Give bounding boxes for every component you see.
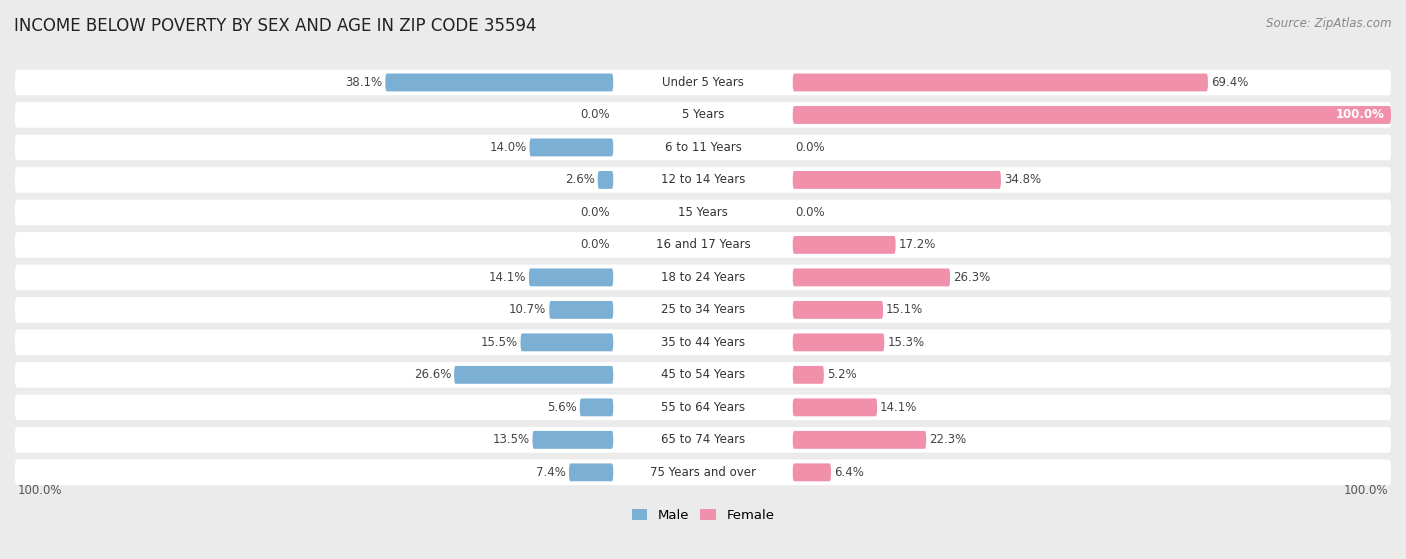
Text: 13.5%: 13.5% — [492, 433, 530, 446]
Text: INCOME BELOW POVERTY BY SEX AND AGE IN ZIP CODE 35594: INCOME BELOW POVERTY BY SEX AND AGE IN Z… — [14, 17, 537, 35]
Text: 38.1%: 38.1% — [346, 76, 382, 89]
Text: 5 Years: 5 Years — [682, 108, 724, 121]
Text: 26.3%: 26.3% — [953, 271, 990, 284]
Text: 16 and 17 Years: 16 and 17 Years — [655, 239, 751, 252]
FancyBboxPatch shape — [15, 395, 1391, 420]
Text: 26.6%: 26.6% — [413, 368, 451, 381]
Text: 100.0%: 100.0% — [18, 484, 62, 497]
Text: 7.4%: 7.4% — [536, 466, 567, 479]
FancyBboxPatch shape — [15, 427, 1391, 453]
FancyBboxPatch shape — [793, 74, 1208, 92]
FancyBboxPatch shape — [15, 167, 1391, 193]
Text: 55 to 64 Years: 55 to 64 Years — [661, 401, 745, 414]
FancyBboxPatch shape — [533, 431, 613, 449]
FancyBboxPatch shape — [569, 463, 613, 481]
FancyBboxPatch shape — [454, 366, 613, 384]
Text: 0.0%: 0.0% — [796, 206, 825, 219]
Text: Under 5 Years: Under 5 Years — [662, 76, 744, 89]
FancyBboxPatch shape — [793, 106, 1391, 124]
FancyBboxPatch shape — [793, 301, 883, 319]
Text: 14.0%: 14.0% — [489, 141, 526, 154]
Text: 25 to 34 Years: 25 to 34 Years — [661, 304, 745, 316]
Text: 17.2%: 17.2% — [898, 239, 936, 252]
Text: 0.0%: 0.0% — [581, 206, 610, 219]
FancyBboxPatch shape — [579, 399, 613, 416]
Text: 15.5%: 15.5% — [481, 336, 517, 349]
Text: 12 to 14 Years: 12 to 14 Years — [661, 173, 745, 187]
FancyBboxPatch shape — [550, 301, 613, 319]
Text: 6.4%: 6.4% — [834, 466, 863, 479]
FancyBboxPatch shape — [793, 236, 896, 254]
FancyBboxPatch shape — [385, 74, 613, 92]
Text: 100.0%: 100.0% — [1336, 108, 1385, 121]
FancyBboxPatch shape — [793, 366, 824, 384]
FancyBboxPatch shape — [793, 334, 884, 351]
Text: 75 Years and over: 75 Years and over — [650, 466, 756, 479]
FancyBboxPatch shape — [15, 232, 1391, 258]
FancyBboxPatch shape — [15, 70, 1391, 95]
FancyBboxPatch shape — [793, 399, 877, 416]
Text: 65 to 74 Years: 65 to 74 Years — [661, 433, 745, 446]
Text: 0.0%: 0.0% — [581, 108, 610, 121]
FancyBboxPatch shape — [529, 268, 613, 286]
Text: 18 to 24 Years: 18 to 24 Years — [661, 271, 745, 284]
Text: 69.4%: 69.4% — [1211, 76, 1249, 89]
FancyBboxPatch shape — [15, 264, 1391, 290]
Text: 15.1%: 15.1% — [886, 304, 924, 316]
FancyBboxPatch shape — [793, 463, 831, 481]
FancyBboxPatch shape — [793, 268, 950, 286]
FancyBboxPatch shape — [15, 297, 1391, 323]
FancyBboxPatch shape — [15, 362, 1391, 388]
Text: 15.3%: 15.3% — [887, 336, 924, 349]
Legend: Male, Female: Male, Female — [626, 504, 780, 528]
FancyBboxPatch shape — [530, 139, 613, 157]
Text: 14.1%: 14.1% — [880, 401, 918, 414]
FancyBboxPatch shape — [793, 431, 927, 449]
Text: 5.2%: 5.2% — [827, 368, 856, 381]
FancyBboxPatch shape — [15, 459, 1391, 485]
Text: 0.0%: 0.0% — [581, 239, 610, 252]
FancyBboxPatch shape — [15, 102, 1391, 128]
FancyBboxPatch shape — [598, 171, 613, 189]
Text: 34.8%: 34.8% — [1004, 173, 1040, 187]
FancyBboxPatch shape — [15, 200, 1391, 225]
Text: 15 Years: 15 Years — [678, 206, 728, 219]
Text: 22.3%: 22.3% — [929, 433, 966, 446]
Text: 6 to 11 Years: 6 to 11 Years — [665, 141, 741, 154]
Text: 100.0%: 100.0% — [1344, 484, 1388, 497]
Text: Source: ZipAtlas.com: Source: ZipAtlas.com — [1267, 17, 1392, 30]
Text: 5.6%: 5.6% — [547, 401, 576, 414]
FancyBboxPatch shape — [15, 135, 1391, 160]
Text: 0.0%: 0.0% — [796, 141, 825, 154]
Text: 45 to 54 Years: 45 to 54 Years — [661, 368, 745, 381]
Text: 35 to 44 Years: 35 to 44 Years — [661, 336, 745, 349]
Text: 2.6%: 2.6% — [565, 173, 595, 187]
FancyBboxPatch shape — [520, 334, 613, 351]
Text: 10.7%: 10.7% — [509, 304, 547, 316]
FancyBboxPatch shape — [15, 330, 1391, 355]
FancyBboxPatch shape — [793, 171, 1001, 189]
Text: 14.1%: 14.1% — [488, 271, 526, 284]
